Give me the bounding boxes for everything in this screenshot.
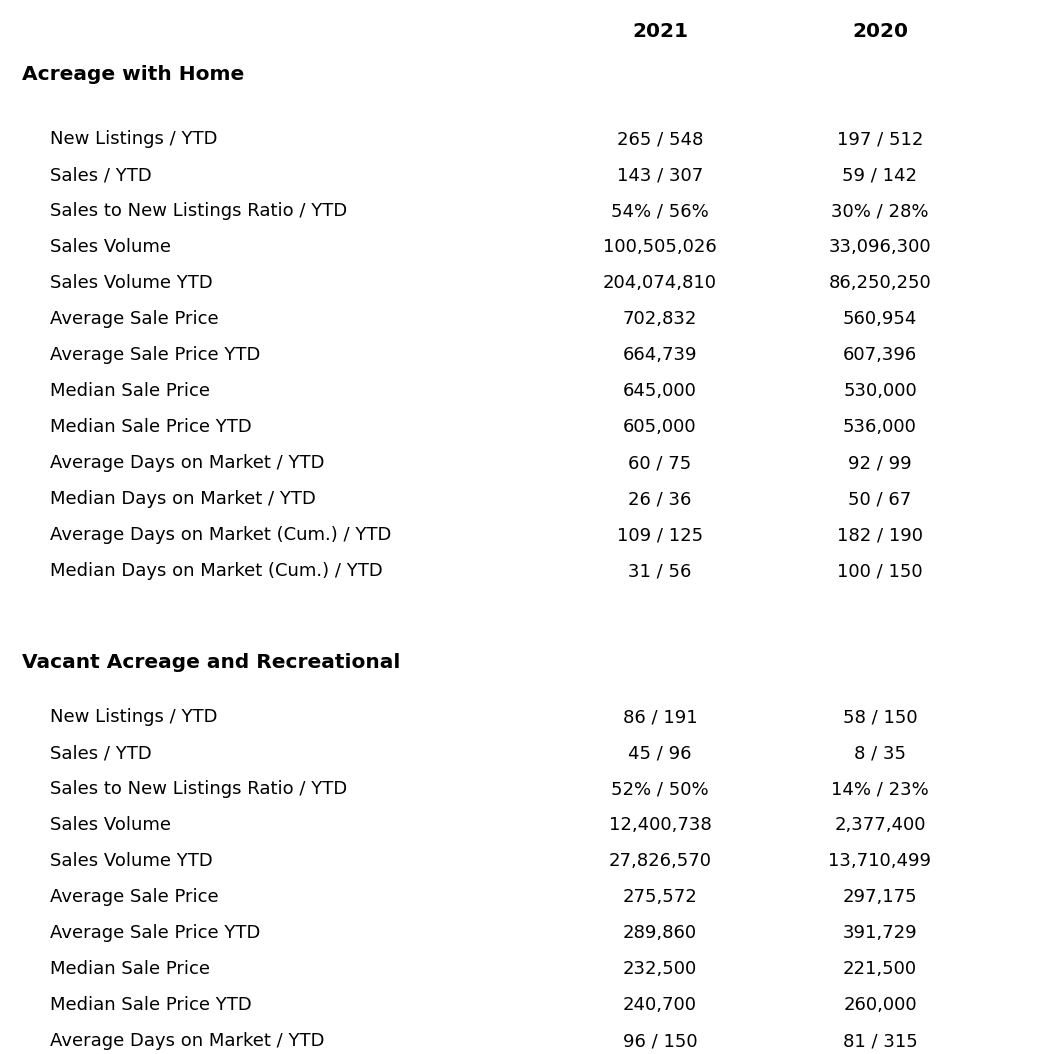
- Text: 560,954: 560,954: [843, 310, 918, 328]
- Text: 2,377,400: 2,377,400: [835, 816, 926, 834]
- Text: 2020: 2020: [852, 22, 908, 41]
- Text: 664,739: 664,739: [623, 346, 698, 364]
- Text: 391,729: 391,729: [843, 924, 918, 942]
- Text: New Listings / YTD: New Listings / YTD: [50, 130, 218, 148]
- Text: 52% / 50%: 52% / 50%: [611, 780, 709, 798]
- Text: Average Sale Price YTD: Average Sale Price YTD: [50, 346, 261, 364]
- Text: 265 / 548: 265 / 548: [617, 130, 703, 148]
- Text: 30% / 28%: 30% / 28%: [831, 202, 929, 220]
- Text: 645,000: 645,000: [623, 382, 696, 401]
- Text: 96 / 150: 96 / 150: [623, 1032, 698, 1050]
- Text: Average Sale Price YTD: Average Sale Price YTD: [50, 924, 261, 942]
- Text: 31 / 56: 31 / 56: [628, 562, 691, 580]
- Text: 100 / 150: 100 / 150: [838, 562, 923, 580]
- Text: Median Sale Price YTD: Median Sale Price YTD: [50, 418, 252, 436]
- Text: 607,396: 607,396: [843, 346, 918, 364]
- Text: Sales Volume YTD: Sales Volume YTD: [50, 274, 213, 292]
- Text: 27,826,570: 27,826,570: [608, 852, 711, 870]
- Text: 54% / 56%: 54% / 56%: [611, 202, 709, 220]
- Text: Average Days on Market / YTD: Average Days on Market / YTD: [50, 454, 325, 472]
- Text: 260,000: 260,000: [843, 996, 917, 1014]
- Text: 240,700: 240,700: [623, 996, 696, 1014]
- Text: 13,710,499: 13,710,499: [828, 852, 931, 870]
- Text: Median Days on Market (Cum.) / YTD: Median Days on Market (Cum.) / YTD: [50, 562, 383, 580]
- Text: 289,860: 289,860: [623, 924, 698, 942]
- Text: Average Sale Price: Average Sale Price: [50, 889, 219, 906]
- Text: 197 / 512: 197 / 512: [837, 130, 923, 148]
- Text: New Listings / YTD: New Listings / YTD: [50, 708, 218, 726]
- Text: Average Days on Market / YTD: Average Days on Market / YTD: [50, 1032, 325, 1050]
- Text: 2021: 2021: [632, 22, 688, 41]
- Text: Median Sale Price YTD: Median Sale Price YTD: [50, 996, 252, 1014]
- Text: 204,074,810: 204,074,810: [603, 274, 717, 292]
- Text: Sales Volume: Sales Volume: [50, 816, 171, 834]
- Text: 143 / 307: 143 / 307: [617, 165, 703, 184]
- Text: Median Sale Price: Median Sale Price: [50, 960, 210, 978]
- Text: Sales / YTD: Sales / YTD: [50, 744, 152, 762]
- Text: Sales to New Listings Ratio / YTD: Sales to New Listings Ratio / YTD: [50, 780, 348, 798]
- Text: 221,500: 221,500: [843, 960, 917, 978]
- Text: 536,000: 536,000: [843, 418, 917, 436]
- Text: 14% / 23%: 14% / 23%: [831, 780, 929, 798]
- Text: Acreage with Home: Acreage with Home: [22, 65, 244, 84]
- Text: 275,572: 275,572: [623, 889, 698, 906]
- Text: Average Days on Market (Cum.) / YTD: Average Days on Market (Cum.) / YTD: [50, 526, 391, 544]
- Text: Median Days on Market / YTD: Median Days on Market / YTD: [50, 490, 316, 508]
- Text: 33,096,300: 33,096,300: [828, 238, 931, 256]
- Text: 60 / 75: 60 / 75: [628, 454, 691, 472]
- Text: Median Sale Price: Median Sale Price: [50, 382, 210, 401]
- Text: 8 / 35: 8 / 35: [854, 744, 906, 762]
- Text: 182 / 190: 182 / 190: [837, 526, 923, 544]
- Text: Sales Volume YTD: Sales Volume YTD: [50, 852, 213, 870]
- Text: 109 / 125: 109 / 125: [617, 526, 703, 544]
- Text: Vacant Acreage and Recreational: Vacant Acreage and Recreational: [22, 653, 401, 672]
- Text: 232,500: 232,500: [623, 960, 698, 978]
- Text: 297,175: 297,175: [843, 889, 918, 906]
- Text: 702,832: 702,832: [623, 310, 698, 328]
- Text: 530,000: 530,000: [843, 382, 917, 401]
- Text: Average Sale Price: Average Sale Price: [50, 310, 219, 328]
- Text: 12,400,738: 12,400,738: [608, 816, 711, 834]
- Text: 100,505,026: 100,505,026: [603, 238, 717, 256]
- Text: 59 / 142: 59 / 142: [843, 165, 918, 184]
- Text: 26 / 36: 26 / 36: [628, 490, 691, 508]
- Text: 86,250,250: 86,250,250: [828, 274, 931, 292]
- Text: 86 / 191: 86 / 191: [623, 708, 698, 726]
- Text: 50 / 67: 50 / 67: [848, 490, 911, 508]
- Text: 81 / 315: 81 / 315: [843, 1032, 918, 1050]
- Text: 605,000: 605,000: [623, 418, 696, 436]
- Text: Sales / YTD: Sales / YTD: [50, 165, 152, 184]
- Text: 58 / 150: 58 / 150: [843, 708, 918, 726]
- Text: Sales to New Listings Ratio / YTD: Sales to New Listings Ratio / YTD: [50, 202, 348, 220]
- Text: Sales Volume: Sales Volume: [50, 238, 171, 256]
- Text: 45 / 96: 45 / 96: [628, 744, 691, 762]
- Text: 92 / 99: 92 / 99: [848, 454, 911, 472]
